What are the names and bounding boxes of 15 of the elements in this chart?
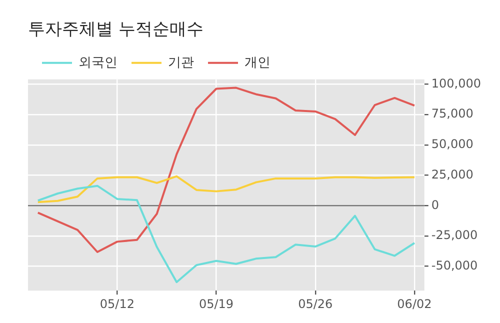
x-tick-label: 05/19: [198, 296, 234, 311]
y-tick-label: -25,000: [431, 228, 478, 242]
x-tick-label: 06/02: [397, 296, 432, 311]
legend-label: 외국인: [78, 55, 118, 70]
y-tick-label: 25,000: [431, 167, 474, 182]
legend-label: 기관: [168, 55, 194, 70]
y-tick-label: 0: [431, 198, 440, 212]
legend-label: 개인: [244, 55, 270, 70]
x-tick-label: 05/12: [100, 296, 134, 311]
y-tick-label: 50,000: [431, 137, 474, 152]
y-tick-label: 75,000: [431, 106, 474, 121]
y-tick-label: 100,000: [431, 76, 481, 90]
y-tick-label: -50,000: [431, 258, 478, 272]
chart-title: 투자주체별 누적순매수: [28, 20, 204, 40]
x-tick-label: 05/26: [298, 296, 333, 311]
